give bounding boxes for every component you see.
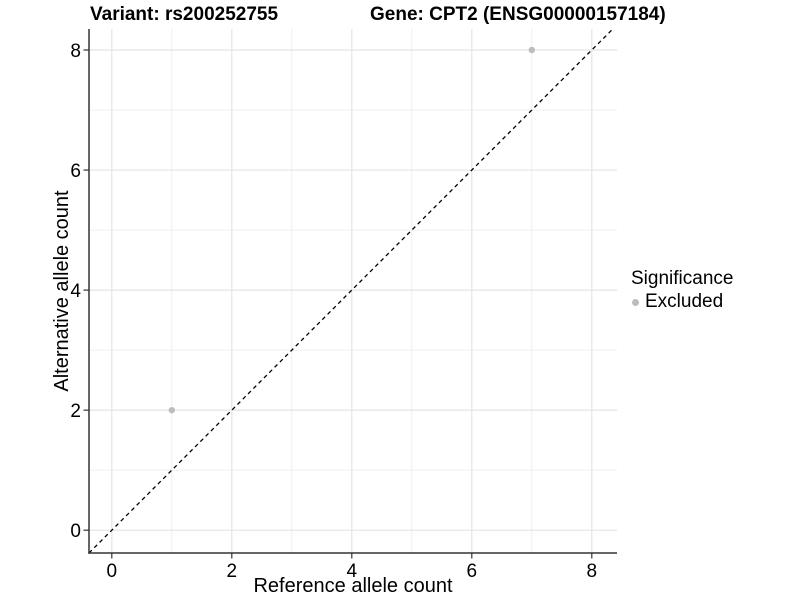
y-axis-title: Alternative allele count <box>51 190 73 392</box>
plot-title-gene: Gene: CPT2 (ENSG00000157184) <box>370 4 666 25</box>
y-tick-label: 2 <box>70 401 81 422</box>
y-tick-label: 0 <box>70 521 81 542</box>
data-point <box>528 46 535 54</box>
data-points <box>168 46 535 414</box>
panel-background <box>89 29 617 553</box>
y-tick-label: 8 <box>70 41 81 62</box>
x-tick-label: 2 <box>227 561 238 582</box>
data-point <box>168 406 175 414</box>
legend: Significance Excluded <box>631 268 733 312</box>
legend-title: Significance <box>631 268 734 289</box>
legend-entry-label: Excluded <box>645 291 724 312</box>
legend-entry-excluded: Excluded <box>632 292 733 312</box>
x-tick-label: 8 <box>587 561 598 582</box>
x-tick-label: 4 <box>347 561 358 582</box>
y-tick-label: 6 <box>70 161 81 182</box>
plot-title-variant: Variant: rs200252755 <box>90 4 279 25</box>
identity-line <box>88 28 614 554</box>
x-tick-label: 0 <box>107 561 118 582</box>
grid-minor <box>89 29 617 553</box>
x-axis-title: Reference allele count <box>253 575 453 597</box>
x-tick-label: 6 <box>467 561 478 582</box>
excluded-point-icon <box>632 298 639 306</box>
y-tick-label: 4 <box>70 281 81 302</box>
axis-ticks <box>83 49 593 559</box>
grid-major <box>89 29 617 553</box>
tick-labels: 0 2 4 6 8 0 2 4 6 8 <box>70 41 597 582</box>
